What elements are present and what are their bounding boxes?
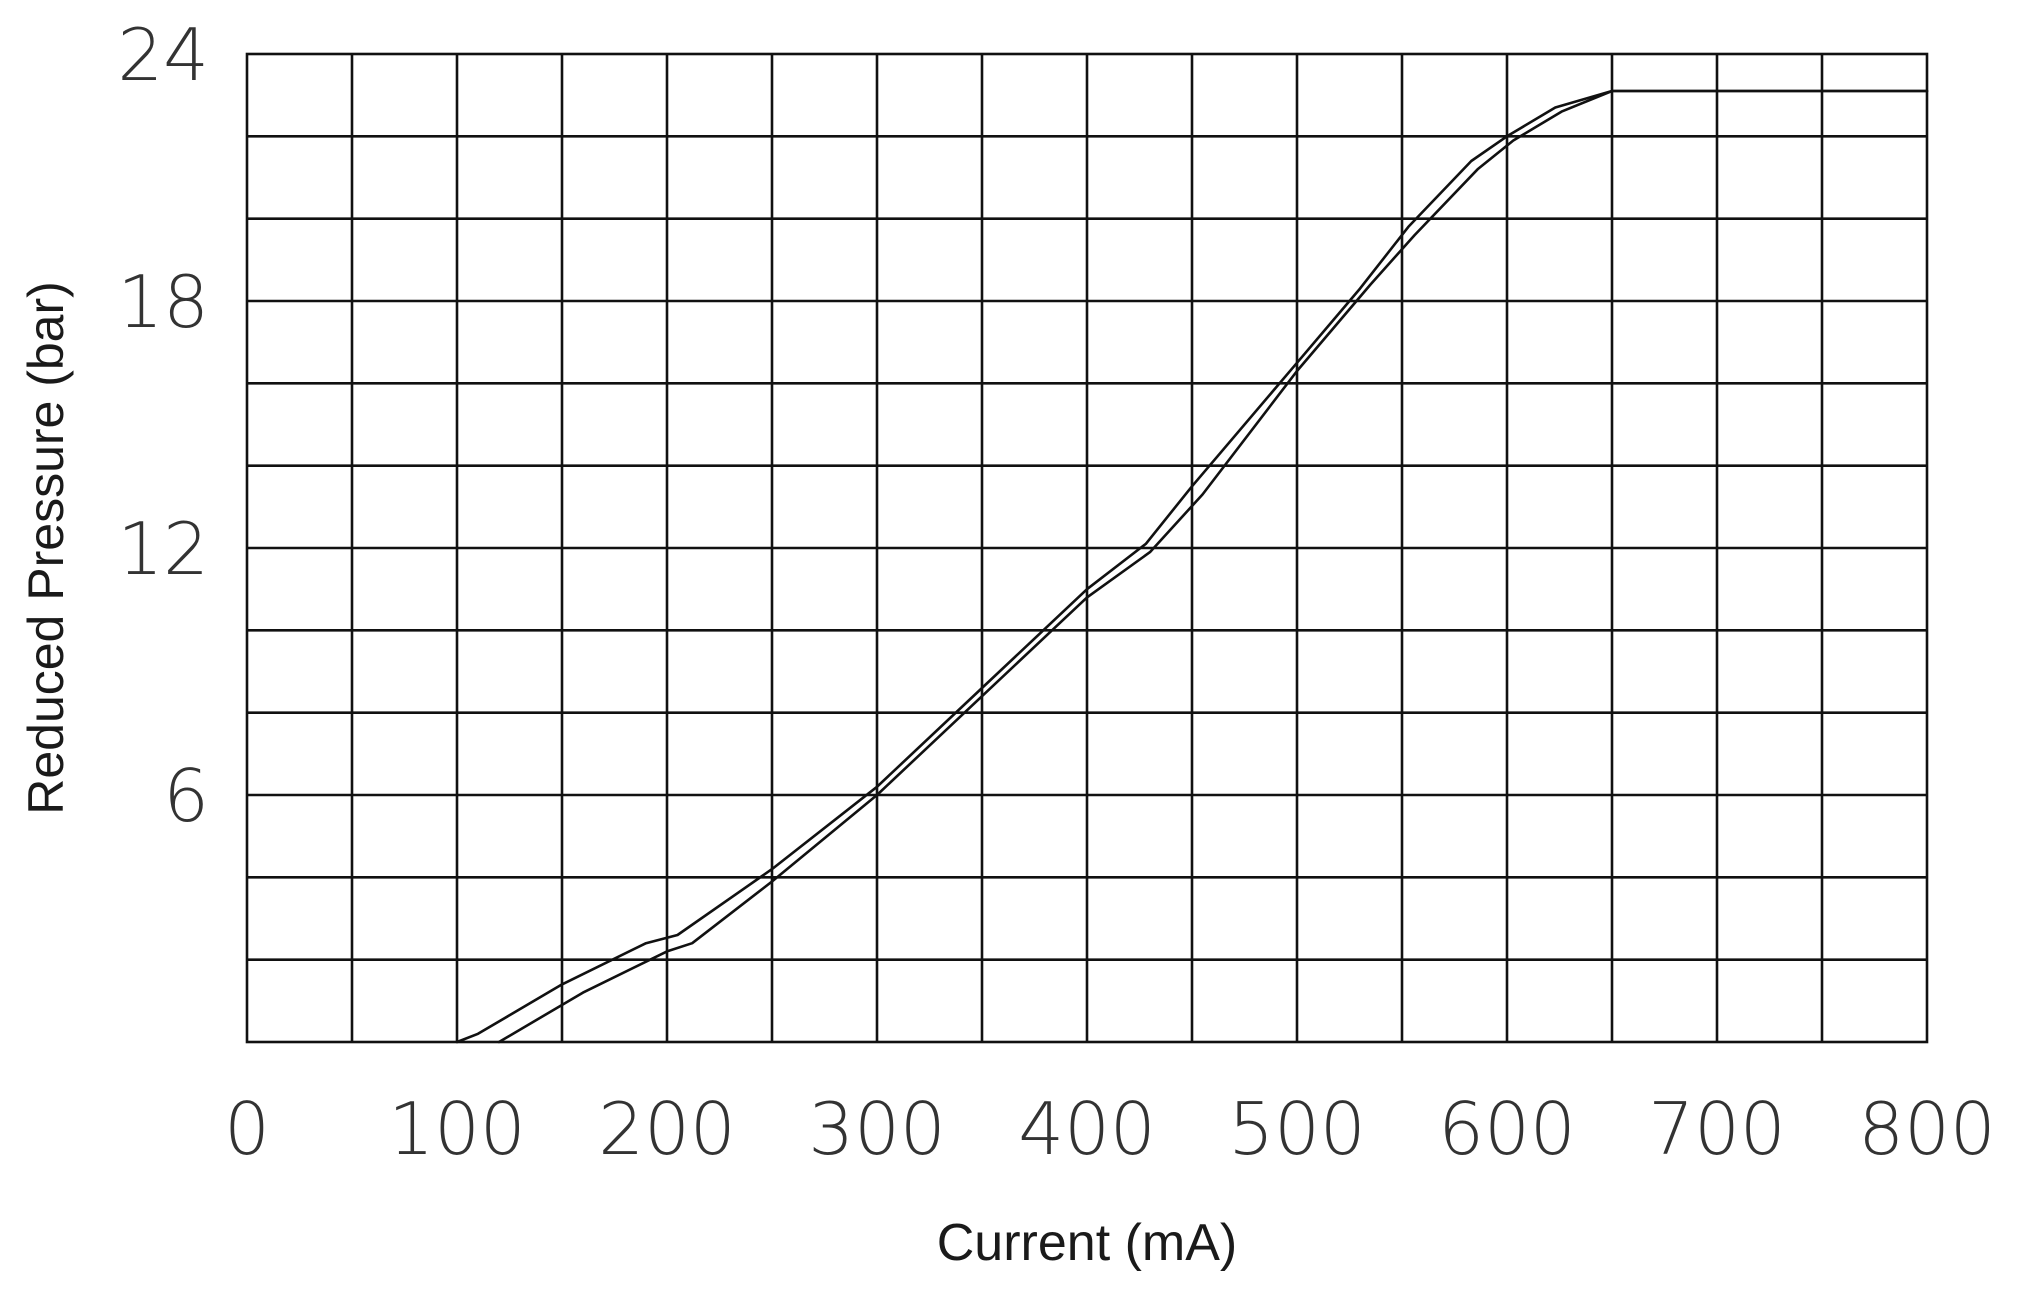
x-tick-label: 500: [1228, 1087, 1365, 1171]
series-line: [497, 89, 1929, 1044]
x-axis-ticks: 0 100 200 300 400 500 600 700 800: [224, 1087, 1996, 1171]
x-tick-label: 200: [598, 1087, 735, 1171]
y-axis-ticks: 6 12 18 24: [117, 13, 209, 838]
x-tick-label: 700: [1648, 1087, 1785, 1171]
y-axis-title: Reduced Pressure (bar): [18, 281, 74, 815]
y-tick-label: 6: [163, 754, 209, 838]
x-axis-title: Current (mA): [937, 1214, 1237, 1272]
plot-frame: [245, 52, 1929, 1044]
x-tick-label: 300: [808, 1087, 945, 1171]
y-tick-label: 18: [117, 260, 209, 344]
y-tick-label: 24: [117, 13, 209, 97]
series-lines: [455, 89, 1929, 1044]
y-tick-label: 12: [117, 507, 209, 591]
x-tick-label: 400: [1018, 1087, 1155, 1171]
series-line: [455, 89, 1929, 1044]
grid: [245, 52, 1929, 1044]
x-tick-label: 0: [224, 1087, 270, 1171]
x-tick-label: 100: [388, 1087, 525, 1171]
x-tick-label: 600: [1438, 1087, 1575, 1171]
x-tick-label: 800: [1858, 1087, 1995, 1171]
